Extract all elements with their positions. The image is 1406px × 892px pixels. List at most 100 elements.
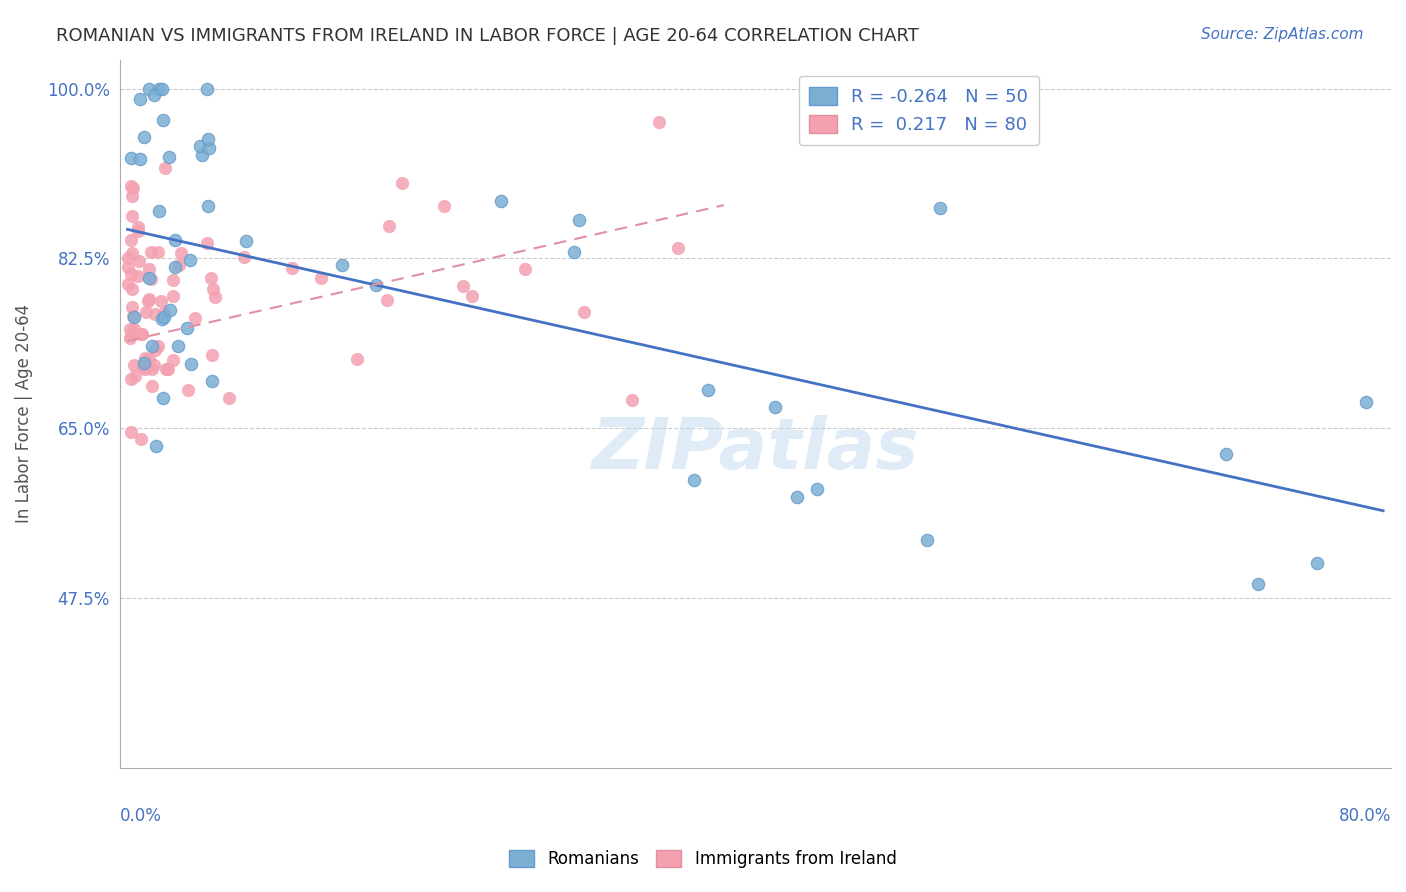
Text: ZIPatlas: ZIPatlas bbox=[592, 415, 920, 483]
Legend: R = -0.264   N = 50, R =  0.217   N = 80: R = -0.264 N = 50, R = 0.217 N = 80 bbox=[799, 76, 1039, 145]
Point bbox=[179, 252, 201, 267]
Point bbox=[148, 203, 170, 218]
Text: ROMANIAN VS IMMIGRANTS FROM IRELAND IN LABOR FORCE | AGE 20-64 CORRELATION CHART: ROMANIAN VS IMMIGRANTS FROM IRELAND IN L… bbox=[56, 27, 920, 45]
Point bbox=[152, 310, 174, 324]
Point bbox=[124, 369, 146, 384]
Point bbox=[120, 178, 142, 193]
Point bbox=[132, 359, 155, 374]
Point bbox=[170, 246, 193, 260]
Point bbox=[188, 139, 211, 153]
Point bbox=[136, 357, 159, 371]
Point bbox=[153, 161, 176, 175]
Point bbox=[120, 267, 142, 281]
Point bbox=[152, 113, 174, 128]
Point bbox=[572, 305, 595, 319]
Point bbox=[120, 328, 142, 343]
Point bbox=[377, 219, 399, 233]
Point bbox=[138, 292, 160, 306]
Point bbox=[513, 261, 536, 276]
Point bbox=[121, 245, 143, 260]
Point bbox=[152, 391, 174, 405]
Point bbox=[117, 251, 139, 265]
Point bbox=[150, 81, 173, 95]
Point bbox=[146, 245, 169, 260]
Point bbox=[155, 361, 177, 376]
Point bbox=[218, 391, 240, 405]
Point bbox=[138, 351, 160, 366]
Point bbox=[391, 177, 413, 191]
Point bbox=[198, 141, 221, 155]
Point bbox=[127, 268, 149, 283]
Point bbox=[195, 236, 218, 251]
Point bbox=[138, 271, 160, 285]
Point bbox=[200, 374, 222, 388]
Point bbox=[142, 87, 165, 102]
Point bbox=[180, 357, 202, 371]
Point bbox=[148, 338, 170, 352]
Point bbox=[131, 327, 153, 342]
Point bbox=[143, 343, 166, 358]
Point bbox=[1306, 556, 1329, 570]
Point bbox=[162, 273, 184, 287]
Point bbox=[621, 393, 644, 408]
Point bbox=[167, 258, 190, 272]
Point bbox=[135, 359, 157, 373]
Point bbox=[696, 384, 718, 398]
Point bbox=[201, 282, 224, 296]
Point bbox=[121, 309, 143, 323]
Point bbox=[929, 201, 952, 215]
Point bbox=[141, 339, 163, 353]
Point bbox=[311, 270, 333, 285]
Point bbox=[128, 152, 150, 166]
Point bbox=[183, 311, 205, 326]
Point bbox=[165, 233, 187, 247]
Point bbox=[117, 277, 139, 291]
Point bbox=[139, 244, 162, 259]
Point bbox=[195, 81, 218, 95]
Point bbox=[568, 213, 591, 227]
Point bbox=[191, 148, 214, 162]
Point bbox=[118, 322, 141, 336]
Point bbox=[121, 300, 143, 314]
Point bbox=[120, 234, 142, 248]
Text: 80.0%: 80.0% bbox=[1339, 806, 1391, 824]
Point bbox=[346, 351, 368, 366]
Point bbox=[143, 307, 166, 321]
Point bbox=[152, 306, 174, 320]
Point bbox=[1355, 395, 1378, 409]
Point bbox=[489, 194, 512, 208]
Point bbox=[917, 533, 939, 547]
Point bbox=[235, 234, 257, 248]
Point bbox=[127, 220, 149, 235]
Point bbox=[120, 331, 142, 345]
Point bbox=[165, 260, 187, 275]
Point bbox=[375, 293, 398, 307]
Legend: Romanians, Immigrants from Ireland: Romanians, Immigrants from Ireland bbox=[503, 843, 903, 875]
Point bbox=[197, 132, 219, 146]
Point bbox=[330, 258, 353, 272]
Point bbox=[806, 482, 828, 496]
Point bbox=[156, 362, 179, 376]
Point bbox=[134, 351, 156, 366]
Point bbox=[135, 305, 157, 319]
Point bbox=[120, 425, 142, 440]
Point bbox=[120, 372, 142, 386]
Point bbox=[150, 312, 173, 326]
Point bbox=[176, 320, 198, 334]
Point bbox=[122, 181, 145, 195]
Point bbox=[162, 289, 184, 303]
Point bbox=[132, 356, 155, 370]
Point bbox=[162, 352, 184, 367]
Point bbox=[176, 383, 198, 397]
Point bbox=[683, 473, 706, 487]
Y-axis label: In Labor Force | Age 20-64: In Labor Force | Age 20-64 bbox=[15, 304, 32, 524]
Point bbox=[143, 358, 166, 372]
Point bbox=[562, 245, 585, 260]
Point bbox=[159, 303, 181, 318]
Point bbox=[364, 278, 387, 293]
Point bbox=[122, 359, 145, 373]
Point bbox=[129, 93, 152, 107]
Point bbox=[145, 439, 167, 453]
Point bbox=[763, 400, 786, 414]
Point bbox=[127, 223, 149, 237]
